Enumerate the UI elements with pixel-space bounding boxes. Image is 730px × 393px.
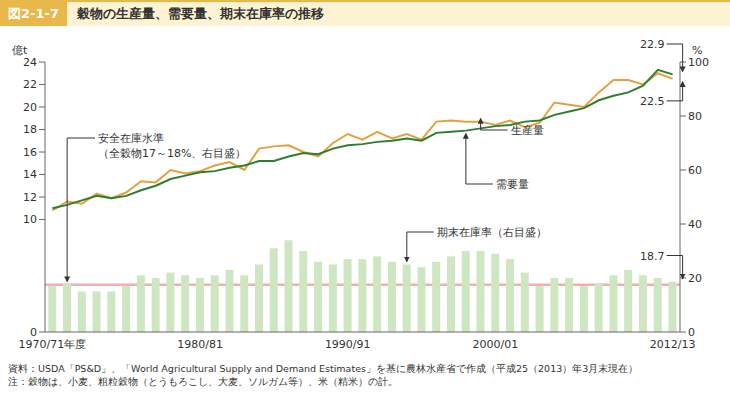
- svg-text:14: 14: [23, 168, 37, 181]
- svg-text:期末在庫率（右目盛）: 期末在庫率（右目盛）: [437, 226, 547, 239]
- svg-text:安全在庫水準: 安全在庫水準: [98, 132, 164, 145]
- svg-text:12: 12: [23, 191, 37, 204]
- svg-text:20: 20: [688, 272, 702, 285]
- html-text:注：穀物は、小麦、粗粒穀物（とうもろこし、大麦、ソルガム等）: 注：穀物は、小麦、粗粒穀物（とうもろこし、大麦、ソルガム等）、米（精米）の計。: [8, 376, 398, 387]
- svg-text:18.7: 18.7: [640, 250, 665, 263]
- svg-text:2000/01: 2000/01: [473, 338, 519, 351]
- svg-text:80: 80: [688, 110, 702, 123]
- svg-text:0: 0: [30, 326, 37, 339]
- svg-text:20: 20: [23, 101, 37, 114]
- svg-text:16: 16: [23, 146, 37, 159]
- svg-text:1970/71年度: 1970/71年度: [19, 338, 87, 351]
- svg-text:22.9: 22.9: [640, 38, 665, 51]
- svg-text:（全穀物17～18%、右目盛）: （全穀物17～18%、右目盛）: [98, 147, 246, 160]
- svg-text:22.5: 22.5: [640, 95, 665, 108]
- svg-text:60: 60: [688, 164, 702, 177]
- svg-text:1990/91: 1990/91: [325, 338, 371, 351]
- svg-text:40: 40: [688, 218, 702, 231]
- svg-text:22: 22: [23, 78, 37, 91]
- svg-text:24: 24: [23, 56, 37, 69]
- svg-text:需要量: 需要量: [496, 178, 529, 191]
- html-text:図2-1-7: 図2-1-7: [8, 6, 59, 21]
- svg-text:18: 18: [23, 123, 37, 136]
- svg-text:100: 100: [688, 56, 709, 69]
- html-text:穀物の生産量、需要量、期末在庫率の推移: 穀物の生産量、需要量、期末在庫率の推移: [76, 6, 324, 21]
- svg-text:%: %: [692, 44, 702, 57]
- svg-text:2012/13: 2012/13: [650, 338, 696, 351]
- svg-text:億t: 億t: [12, 44, 28, 57]
- html-text:資料：USDA「PS&D」、「World Agricultu: 資料：USDA「PS&D」、「World Agricultural Supply…: [8, 363, 639, 374]
- svg-text:1980/81: 1980/81: [177, 338, 223, 351]
- svg-text:生産量: 生産量: [511, 124, 544, 137]
- svg-text:0: 0: [688, 326, 695, 339]
- svg-text:10: 10: [23, 213, 37, 226]
